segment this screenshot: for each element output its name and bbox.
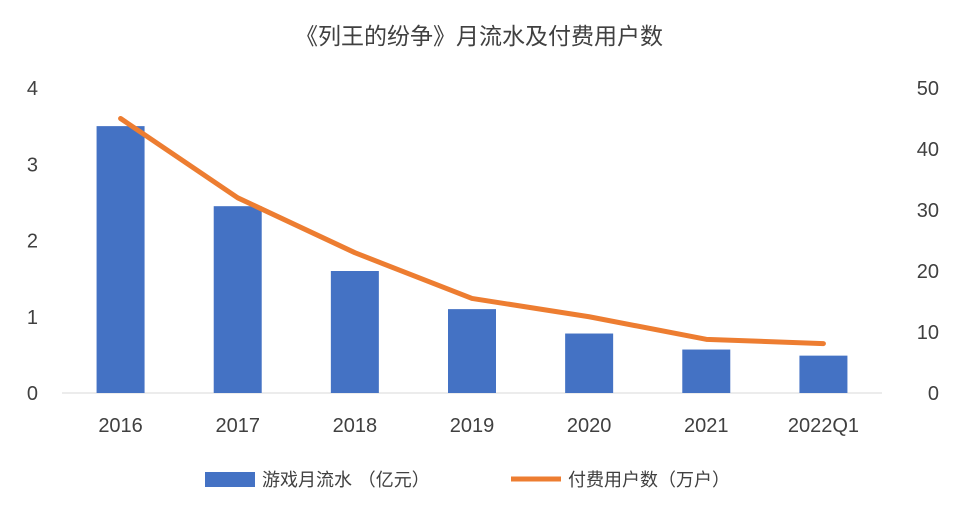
bar	[565, 333, 614, 393]
bar	[213, 206, 262, 393]
x-axis-tick-label: 2020	[567, 415, 612, 437]
line-series	[118, 116, 826, 347]
bar	[448, 309, 496, 393]
x-axis-tick-label: 2022Q1	[788, 415, 859, 437]
bar	[96, 126, 145, 393]
legend-bar-label: 游戏月流水 （亿元）	[262, 470, 430, 491]
bar	[330, 271, 379, 393]
bar	[799, 355, 848, 393]
right-axis-tick-label: 0	[928, 383, 939, 405]
x-axis-tick-label: 2017	[215, 415, 260, 437]
right-axis-tick-label: 10	[917, 322, 939, 344]
right-axis-tick-label: 30	[917, 200, 939, 222]
x-axis-tick-label: 2019	[450, 415, 495, 437]
x-axis-ticks: 2016 2017 2018 2019 2020 2021 2022Q1	[98, 415, 859, 437]
left-axis-tick-label: 3	[27, 154, 38, 176]
legend-line-label: 付费用户数（万户）	[568, 470, 730, 491]
chart-title: 《列王的纷争》月流水及付费用户数	[295, 24, 663, 50]
left-axis-tick-label: 4	[27, 78, 38, 100]
legend: 游戏月流水 （亿元） 付费用户数（万户）	[205, 470, 730, 491]
legend-bar-swatch	[205, 472, 255, 487]
x-axis-tick-label: 2018	[333, 415, 378, 437]
right-axis-tick-label: 40	[917, 139, 939, 161]
right-axis-ticks: 0 10 20 30 40 50	[917, 78, 939, 405]
x-axis-tick-label: 2021	[684, 415, 729, 437]
left-axis-tick-label: 1	[27, 307, 38, 329]
bar-series	[96, 126, 848, 393]
left-axis-tick-label: 2	[27, 231, 38, 253]
right-axis-tick-label: 50	[917, 78, 939, 100]
bar	[682, 349, 731, 393]
left-axis-tick-label: 0	[27, 383, 38, 405]
left-axis-ticks: 0 1 2 3 4	[27, 78, 38, 405]
x-axis-tick-label: 2016	[98, 415, 143, 437]
series-line	[118, 116, 826, 347]
right-axis-tick-label: 20	[917, 261, 939, 283]
